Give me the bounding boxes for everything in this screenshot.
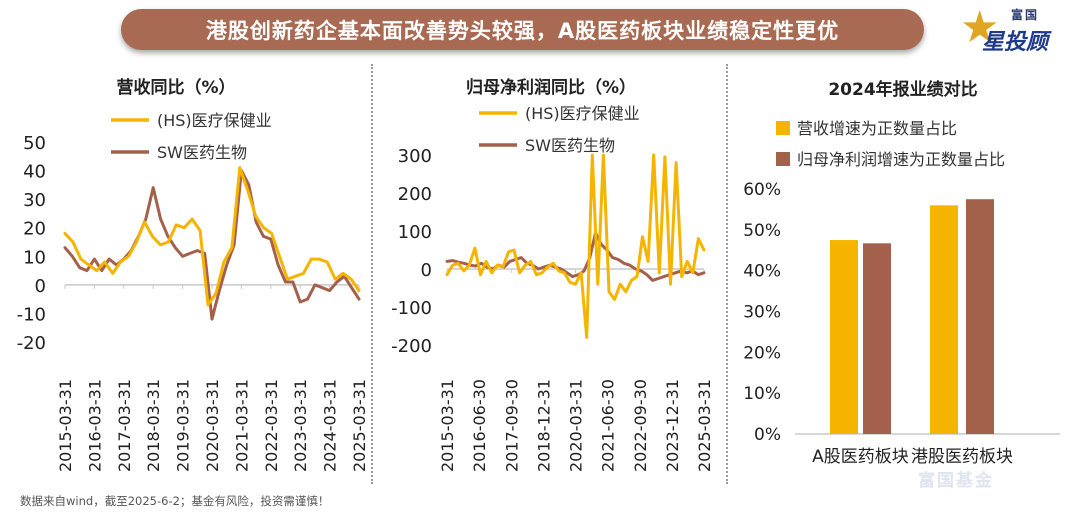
brand-logo: ★ 富国 星投顾	[958, 4, 1076, 56]
y-tick-label: 40%	[743, 262, 781, 282]
legend-label: (HS)医疗保健业	[157, 111, 272, 130]
x-tick-label: 2021-03-31	[232, 379, 251, 472]
y-tick-label: -20	[17, 333, 46, 354]
y-tick-label: 10	[23, 247, 46, 268]
series-line	[445, 153, 706, 339]
chart-title: 归母净利润同比（%）	[466, 77, 636, 98]
x-tick-label: 2017-03-31	[115, 379, 134, 472]
page-title: 港股创新药企基本面改善势头较强，A股医药板块业绩稳定性更优	[205, 18, 840, 43]
legend-label: SW医药生物	[525, 136, 615, 155]
series-line	[445, 231, 706, 282]
y-tick-label: 30%	[743, 303, 781, 323]
x-tick-label: 2025-03-31	[695, 379, 714, 472]
legend-label: 营收增速为正数量占比	[797, 119, 957, 138]
footer-note: 数据来自wind，截至2025-6-2；基金有风险，投资需谨慎！	[20, 494, 330, 508]
y-tick-label: 300	[398, 146, 432, 167]
y-tick-label: 50	[23, 133, 46, 154]
x-tick-label: 2018-12-31	[534, 379, 553, 472]
y-tick-label: 0%	[754, 425, 781, 445]
y-tick-label: 100	[398, 222, 432, 243]
legend-label: 归母净利润增速为正数量占比	[797, 150, 1005, 169]
legend-swatch	[776, 121, 790, 135]
x-tick-label: 2016-03-31	[85, 379, 104, 472]
y-tick-label: -10	[17, 304, 46, 325]
y-tick-label: 20%	[743, 343, 781, 363]
y-tick-label: 0	[35, 276, 46, 297]
bar	[930, 205, 958, 434]
series-line	[63, 169, 361, 321]
chart-title: 2024年报业绩对比	[828, 79, 977, 100]
logo-top-text: 富国	[1011, 8, 1040, 22]
panel-divider	[726, 64, 728, 484]
y-tick-label: -200	[391, 336, 432, 357]
x-tick-label: 2020-03-31	[203, 379, 222, 472]
x-tick-label: 2015-03-31	[56, 379, 75, 472]
logo-bottom-text: 星投顾	[982, 30, 1049, 55]
x-tick-label: 2016-06-30	[470, 379, 489, 472]
legend-swatch	[776, 152, 790, 166]
x-tick-label: 2017-09-30	[502, 379, 521, 472]
y-tick-label: 0	[421, 260, 432, 281]
x-tick-label: 2023-03-31	[291, 379, 310, 472]
x-tick-label: 2019-03-31	[174, 379, 193, 472]
series-line	[63, 166, 361, 307]
bar	[830, 240, 858, 434]
x-tick-label: 2024-03-31	[321, 379, 340, 472]
y-tick-label: 200	[398, 184, 432, 205]
bar	[863, 243, 891, 434]
legend-label: SW医药生物	[157, 143, 247, 162]
watermark: 富国基金	[918, 471, 994, 491]
y-tick-label: 50%	[743, 221, 781, 241]
y-tick-label: 60%	[743, 180, 781, 200]
chart-title: 营收同比（%）	[116, 77, 235, 98]
y-tick-label: -100	[391, 298, 432, 319]
star-icon: ★	[960, 2, 1000, 53]
x-tick-label: 2023-12-31	[663, 379, 682, 472]
panel-divider	[371, 64, 373, 484]
bar	[966, 199, 994, 434]
x-tick-label: 2022-03-31	[262, 379, 281, 472]
y-tick-label: 10%	[743, 384, 781, 404]
title-banner: 港股创新药企基本面改善势头较强，A股医药板块业绩稳定性更优	[121, 9, 924, 50]
x-tick-label: 2018-03-31	[144, 379, 163, 472]
x-tick-label: 2025-03-31	[350, 379, 369, 472]
x-tick-label: 2015-03-31	[438, 379, 457, 472]
x-tick-label: 2021-06-30	[599, 379, 618, 472]
category-label: A股医药板块	[812, 447, 909, 467]
y-tick-label: 40	[23, 162, 46, 183]
y-tick-label: 30	[23, 190, 46, 211]
y-tick-label: 20	[23, 219, 46, 240]
category-label: 港股医药板块	[911, 447, 1013, 467]
x-tick-label: 2020-03-31	[567, 379, 586, 472]
x-tick-label: 2022-09-30	[631, 379, 650, 472]
legend-label: (HS)医疗保健业	[525, 104, 640, 123]
